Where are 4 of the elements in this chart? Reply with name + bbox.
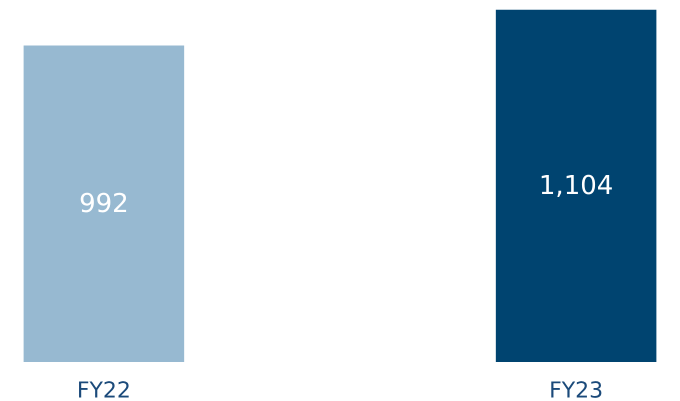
data-label: 992 [79, 188, 129, 219]
x-tick-label: FY22 [76, 378, 131, 401]
x-tick-label: FY23 [549, 378, 604, 401]
data-label: 1,104 [538, 170, 614, 201]
